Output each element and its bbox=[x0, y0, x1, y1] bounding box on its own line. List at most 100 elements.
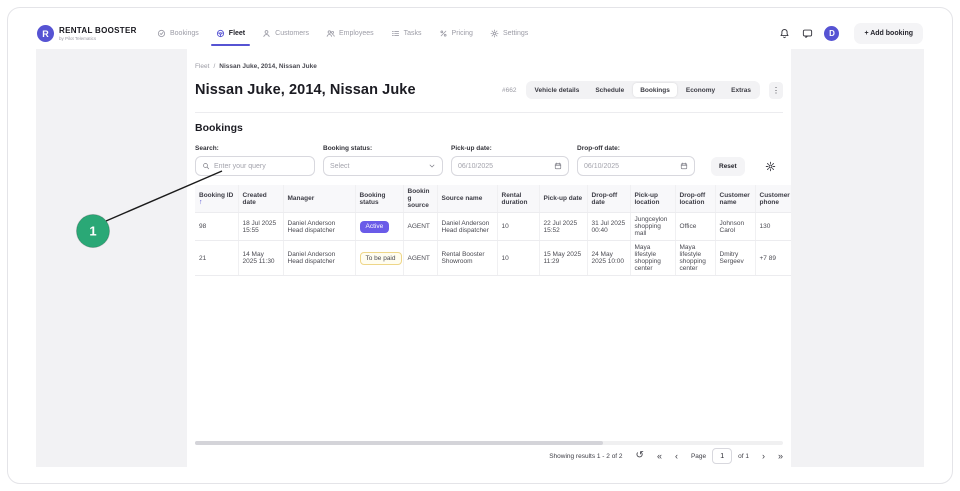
tab-bookings[interactable]: Bookings bbox=[633, 83, 677, 97]
calendar-icon bbox=[680, 162, 688, 170]
steering-wheel-icon bbox=[216, 29, 224, 38]
page-number-input[interactable] bbox=[712, 448, 733, 464]
list-icon bbox=[391, 31, 399, 36]
booking-status-filter: Booking status: Select bbox=[323, 145, 443, 176]
brand[interactable]: R RENTAL BOOSTER by Pilot Telematics bbox=[37, 25, 145, 42]
table-settings-button[interactable] bbox=[763, 158, 779, 174]
search-input[interactable] bbox=[214, 162, 308, 170]
col-customer-phone[interactable]: Customer phone bbox=[755, 185, 791, 213]
nav-item-employees[interactable]: Employees bbox=[326, 29, 374, 38]
col-created-date[interactable]: Created date bbox=[238, 185, 284, 213]
breadcrumb-fleet-link[interactable]: Fleet bbox=[195, 63, 210, 70]
add-booking-button[interactable]: + Add booking bbox=[854, 23, 923, 44]
users-icon bbox=[326, 30, 335, 37]
page-title: Nissan Juke, 2014, Nissan Juke bbox=[195, 82, 416, 98]
vehicle-id-badge: #662 bbox=[502, 86, 517, 94]
kebab-icon: ⋮ bbox=[772, 85, 780, 95]
refresh-icon[interactable]: ↺ bbox=[635, 450, 644, 461]
vehicle-tabs: Vehicle details Schedule Bookings Econom… bbox=[525, 81, 760, 99]
pickup-date-filter: Pick-up date: bbox=[451, 145, 569, 176]
pickup-date-label: Pick-up date: bbox=[451, 145, 492, 152]
col-dropoff-date[interactable]: Drop-off date bbox=[587, 185, 631, 213]
brand-tagline: by Pilot Telematics bbox=[59, 36, 97, 41]
col-booking-id[interactable]: Booking ID ↑ bbox=[195, 185, 239, 213]
sort-ascending-icon[interactable]: ↑ bbox=[199, 198, 203, 206]
col-customer-name[interactable]: Customer name bbox=[715, 185, 756, 213]
brand-name: RENTAL BOOSTER bbox=[59, 26, 137, 35]
content-card: Fleet / Nissan Juke, 2014, Nissan Juke N… bbox=[187, 49, 791, 467]
nav-item-customers[interactable]: Customers bbox=[262, 29, 309, 38]
page-label: Page bbox=[690, 452, 707, 460]
table-row[interactable]: 98 18 Jul 2025 15:55 Daniel Anderson Hea… bbox=[195, 212, 791, 241]
tab-schedule[interactable]: Schedule bbox=[595, 86, 625, 94]
dropoff-date-input[interactable] bbox=[584, 162, 676, 170]
reset-button[interactable]: Reset bbox=[711, 157, 745, 176]
chat-icon bbox=[802, 29, 813, 38]
col-booking-source[interactable]: Booking source bbox=[403, 185, 438, 213]
user-avatar[interactable]: D bbox=[824, 26, 840, 41]
nav-item-pricing[interactable]: Pricing bbox=[439, 29, 473, 38]
navbar-actions: D + Add booking bbox=[778, 23, 923, 44]
check-circle-icon bbox=[157, 29, 166, 38]
breadcrumb-current: Nissan Juke, 2014, Nissan Juke bbox=[219, 63, 317, 70]
messages-button[interactable] bbox=[801, 28, 813, 40]
last-page-icon[interactable]: » bbox=[777, 450, 783, 461]
results-summary: Showing results 1 - 2 of 2 bbox=[549, 452, 623, 460]
search-label: Search: bbox=[195, 145, 219, 152]
content-background: Fleet / Nissan Juke, 2014, Nissan Juke N… bbox=[36, 49, 924, 467]
more-options-button[interactable]: ⋮ bbox=[769, 81, 783, 99]
notifications-button[interactable] bbox=[778, 28, 790, 40]
dropoff-date-filter: Drop-off date: bbox=[577, 145, 695, 176]
top-navbar: R RENTAL BOOSTER by Pilot Telematics Boo… bbox=[8, 18, 952, 49]
nav-item-fleet[interactable]: Fleet bbox=[210, 29, 251, 46]
tab-extras[interactable]: Extras bbox=[731, 86, 751, 94]
bookings-table-container: Booking ID ↑ Created date Manager Booking… bbox=[195, 185, 791, 276]
booking-status-select[interactable]: Select bbox=[323, 156, 443, 176]
first-page-icon[interactable]: « bbox=[656, 450, 662, 461]
bell-icon bbox=[780, 29, 789, 39]
section-title: Bookings bbox=[195, 122, 243, 134]
page-header: Nissan Juke, 2014, Nissan Juke #662 Vehi… bbox=[195, 77, 783, 103]
calendar-icon bbox=[554, 162, 562, 170]
col-pickup-location[interactable]: Pick-up location bbox=[630, 185, 676, 213]
bookings-table: Booking ID ↑ Created date Manager Booking… bbox=[195, 185, 791, 276]
search-icon bbox=[203, 163, 210, 170]
col-source-name[interactable]: Source name bbox=[437, 185, 498, 213]
table-row[interactable]: 21 14 May 2025 11:30 Daniel Anderson Hea… bbox=[195, 240, 791, 276]
pickup-date-input[interactable] bbox=[458, 162, 550, 170]
search-filter: Search: bbox=[195, 145, 315, 176]
percent-icon bbox=[440, 30, 447, 37]
tab-economy[interactable]: Economy bbox=[685, 86, 716, 94]
booking-status-value: Select bbox=[330, 162, 350, 170]
nav-item-bookings[interactable]: Bookings bbox=[157, 29, 199, 38]
horizontal-scrollbar-thumb[interactable] bbox=[195, 441, 603, 445]
nav-item-tasks[interactable]: Tasks bbox=[391, 29, 422, 38]
pagination-bar: Showing results 1 - 2 of 2 ↺ « ‹ Page of… bbox=[549, 447, 783, 465]
user-icon bbox=[263, 30, 270, 37]
table-header-row: Booking ID ↑ Created date Manager Booking… bbox=[195, 185, 791, 213]
horizontal-scrollbar-track bbox=[195, 441, 783, 445]
chevron-down-icon bbox=[429, 164, 435, 168]
gear-icon bbox=[490, 29, 499, 38]
page-of-label: of 1 bbox=[738, 452, 749, 460]
col-rental-duration[interactable]: Rental duration bbox=[497, 185, 540, 213]
app-window: R RENTAL BOOSTER by Pilot Telematics Boo… bbox=[7, 7, 953, 484]
gear-icon bbox=[766, 161, 776, 171]
next-page-icon[interactable]: › bbox=[761, 450, 765, 461]
booking-status-label: Booking status: bbox=[323, 145, 373, 152]
previous-page-icon[interactable]: ‹ bbox=[674, 450, 678, 461]
breadcrumb: Fleet / Nissan Juke, 2014, Nissan Juke bbox=[195, 63, 317, 70]
col-dropoff-location[interactable]: Drop-off location bbox=[675, 185, 716, 213]
col-pickup-date[interactable]: Pick-up date bbox=[539, 185, 588, 213]
tab-vehicle-details[interactable]: Vehicle details bbox=[534, 86, 580, 94]
status-badge: Active bbox=[359, 220, 390, 233]
brand-logo-icon: R bbox=[37, 25, 54, 42]
main-nav: Bookings Fleet Customers Employees Tasks… bbox=[157, 29, 528, 46]
breadcrumb-separator: / bbox=[213, 63, 216, 70]
col-manager[interactable]: Manager bbox=[283, 185, 356, 213]
nav-item-settings[interactable]: Settings bbox=[490, 29, 528, 38]
header-divider bbox=[195, 112, 783, 113]
col-booking-status[interactable]: Booking status bbox=[355, 185, 404, 213]
filters-bar: Search: Booking status: Select Pick-up d… bbox=[195, 145, 779, 176]
status-badge: To be paid bbox=[359, 251, 402, 265]
